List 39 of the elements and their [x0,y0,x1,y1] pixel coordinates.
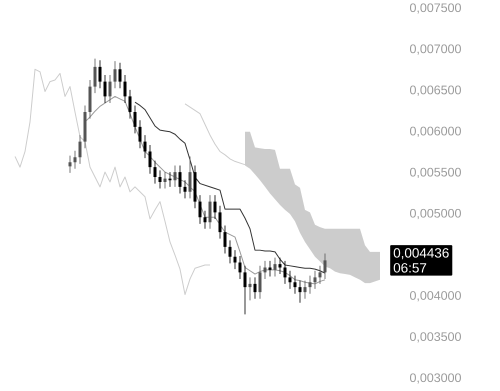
candlestick [144,134,146,158]
candlestick [233,250,236,269]
y-tick-label: 0,007500 [410,3,461,14]
candlestick [278,257,282,274]
candlestick [158,170,162,188]
y-tick-label: 0,006500 [410,85,461,96]
candlestick [168,172,172,187]
candlestick [303,280,306,298]
candlestick [184,180,186,198]
candlestick [298,280,302,303]
candlestick [248,277,252,300]
y-tick-label: 0,003000 [410,373,461,384]
y-tick-label: 0,006000 [410,126,461,137]
text: 06:57 [394,262,426,272]
candlestick [154,160,156,184]
candlestick [273,257,276,276]
y-tick-label: 0,004000 [410,290,461,302]
y-tick-label: 0,007000 [410,44,461,54]
y-tick-label: 0,005000 [410,208,461,219]
candlestick [283,260,286,284]
candlestick [308,275,312,294]
candlestick [204,210,206,229]
candlestick [318,266,322,284]
candlestick [68,155,72,173]
candlestick [313,270,316,289]
y-tick-label: 0,005500 [410,168,461,178]
candlestick [268,260,272,276]
candlestick [243,266,246,314]
candlestick [293,275,296,294]
candlestick [74,150,77,169]
candlestick [263,260,266,279]
y-tick-label: 0,003500 [410,332,461,342]
candlestick [228,240,232,264]
candlestick [238,256,242,279]
text: 0,004436 [394,248,449,260]
candlestick [174,165,176,187]
candlestick [213,194,216,219]
candlestick [164,172,166,188]
candlestick [288,270,292,289]
